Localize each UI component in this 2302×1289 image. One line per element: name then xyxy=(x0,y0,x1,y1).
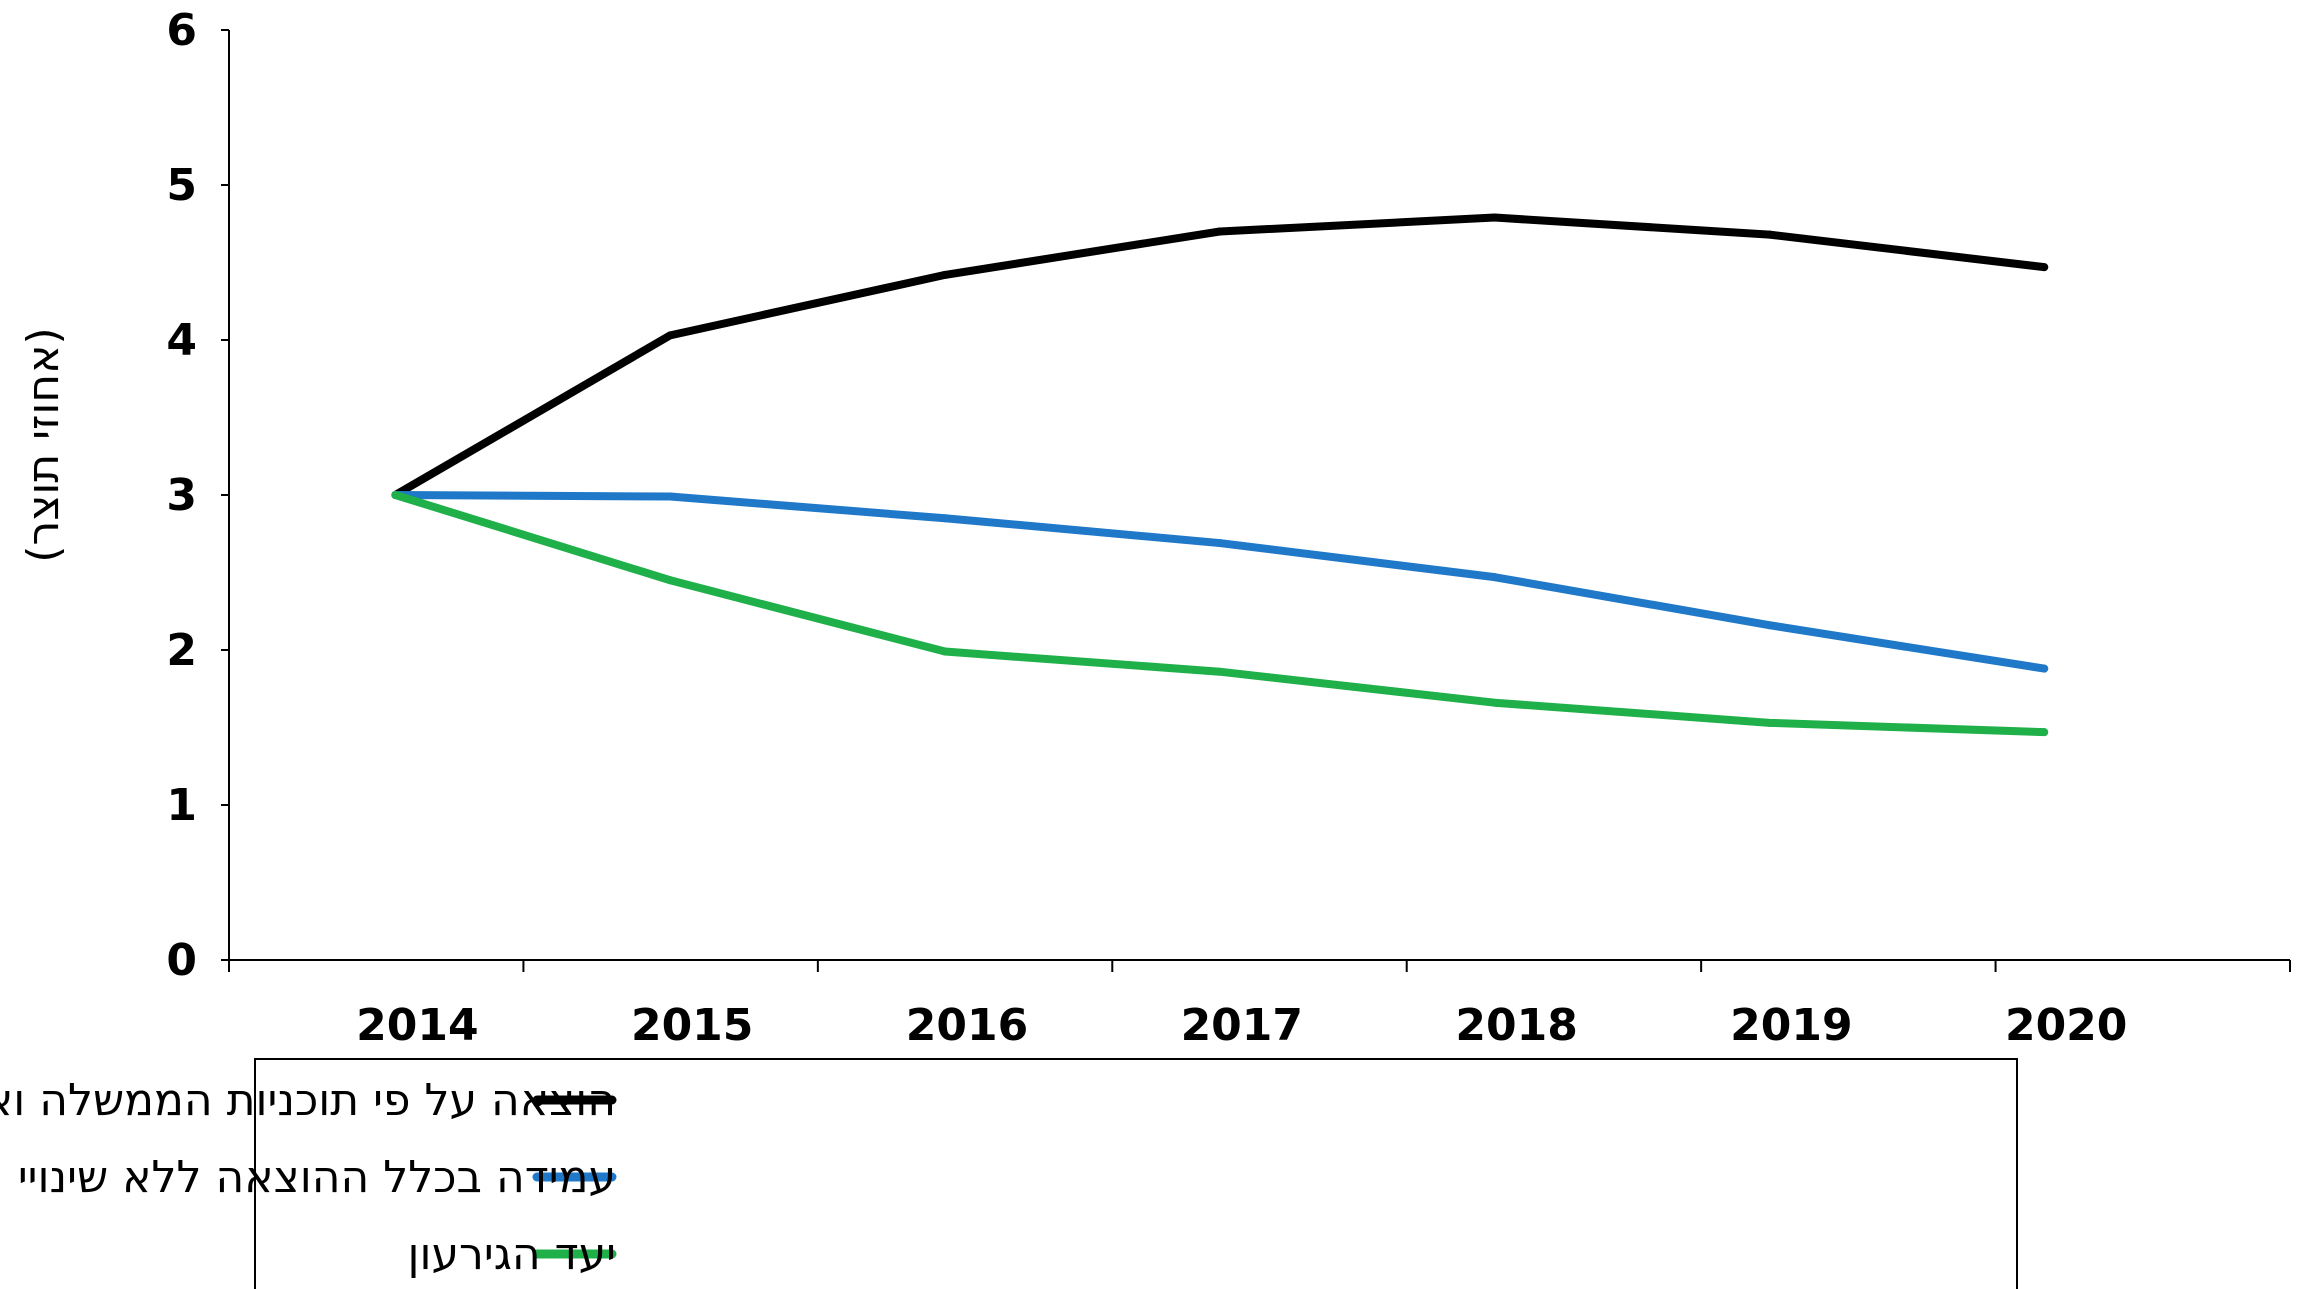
x-tick-label: 2020 xyxy=(2005,1000,2127,1051)
x-tick-label: 2018 xyxy=(1455,1000,1577,1051)
y-tick-label: 3 xyxy=(166,470,197,521)
data-point xyxy=(1490,573,1499,582)
y-axis: 0 1 2 3 4 5 6 xyxy=(166,5,230,986)
data-point xyxy=(1215,227,1224,236)
data-point xyxy=(666,331,675,340)
legend-label-1: הוצאה על פי תוכניות הממשלה ואי שינוי בשי… xyxy=(0,1075,616,1126)
y-axis-label: (אחוזי תוצר) xyxy=(18,327,69,562)
data-point xyxy=(666,576,675,585)
x-tick-label: 2019 xyxy=(1730,1000,1852,1051)
data-point xyxy=(2040,263,2049,272)
data-point xyxy=(1215,667,1224,676)
series-lines xyxy=(391,213,2049,737)
x-tick-label: 2015 xyxy=(631,1000,753,1051)
data-point xyxy=(941,270,949,279)
y-tick-label: 1 xyxy=(166,780,197,831)
x-tick-label: 2016 xyxy=(906,1000,1028,1051)
data-point xyxy=(2040,664,2049,673)
data-point xyxy=(941,647,949,656)
series-line-3 xyxy=(391,491,2049,737)
data-point xyxy=(2040,728,2049,737)
x-tick-label: 2017 xyxy=(1181,1000,1303,1051)
data-point xyxy=(1490,698,1499,707)
y-tick-label: 6 xyxy=(166,5,197,56)
legend-label-2: עמידה בכלל ההוצאה ללא שינויי מיסוי xyxy=(0,1152,616,1203)
data-point xyxy=(1765,621,1774,630)
data-point xyxy=(666,492,675,501)
data-point xyxy=(1215,539,1224,548)
x-axis: 2014 2015 2016 2017 2018 2019 2020 xyxy=(228,959,2291,1051)
data-point xyxy=(1765,718,1774,727)
y-tick-label: 0 xyxy=(166,935,197,986)
series-line-1 xyxy=(391,213,2049,499)
data-point xyxy=(391,491,400,499)
legend-label-3: יעד הגירעון xyxy=(408,1229,616,1280)
y-tick-label: 2 xyxy=(166,625,197,676)
data-point xyxy=(941,514,949,523)
data-point xyxy=(1765,230,1774,239)
y-tick-label: 4 xyxy=(166,315,197,366)
y-tick-label: 5 xyxy=(166,160,197,211)
legend: הוצאה על פי תוכניות הממשלה ואי שינוי בשי… xyxy=(0,1058,2018,1289)
data-point xyxy=(1490,213,1499,222)
x-tick-label: 2014 xyxy=(356,1000,478,1051)
series-line-2 xyxy=(391,491,2049,673)
